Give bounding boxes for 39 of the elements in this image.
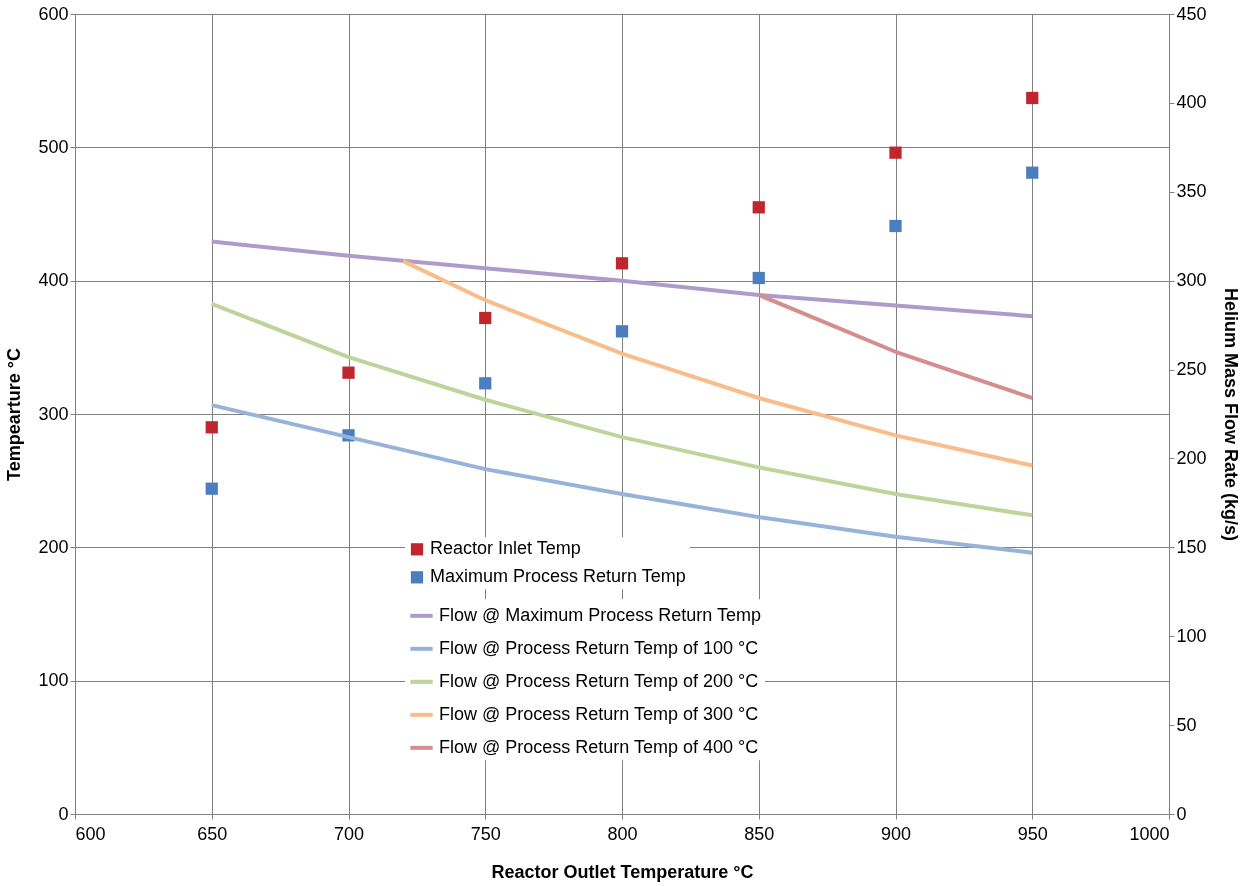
- x-tick-label: 650: [197, 823, 228, 844]
- y-tick-label: 300: [38, 403, 69, 424]
- x-tick-label: 800: [607, 823, 638, 844]
- x-tick-label: 850: [744, 823, 775, 844]
- y-tick-label: 600: [38, 3, 69, 24]
- y-tick-label: 200: [38, 536, 69, 557]
- y-tick-label: 100: [38, 670, 69, 691]
- x-tick-label: 600: [75, 823, 106, 844]
- y2-tick-label: 350: [1176, 181, 1207, 202]
- x-tick-label: 700: [333, 823, 365, 844]
- y2-tick-label: 100: [1176, 625, 1207, 646]
- y-tick-label: 0: [58, 803, 69, 824]
- line-series: [209, 239, 1035, 319]
- y2-tick-label: 150: [1176, 536, 1207, 557]
- line-series: [209, 301, 1035, 518]
- y-axis-title: Tempearture °C: [4, 348, 25, 481]
- y2-tick-label: 450: [1176, 3, 1207, 24]
- x-tick-label: 1000: [1129, 823, 1170, 844]
- line-series: [401, 259, 1035, 468]
- y-tick-label: 400: [38, 270, 69, 291]
- legend-label: Maximum Process Return Temp: [430, 566, 686, 587]
- y2-tick-label: 50: [1176, 714, 1197, 735]
- legend-label: Flow @ Maximum Process Return Temp: [439, 604, 762, 625]
- y-tick-label: 500: [38, 136, 69, 157]
- y2-axis-title: Helium Mass Flow Rate (kg/s): [1220, 287, 1241, 542]
- legend-label: Flow @ Process Return Temp of 400 °C: [439, 736, 759, 757]
- y2-tick-label: 400: [1176, 92, 1207, 113]
- y2-tick-label: 0: [1176, 803, 1187, 824]
- legend-label: Flow @ Process Return Temp of 100 °C: [439, 637, 759, 658]
- x-axis-title: Reactor Outlet Temperature °C: [491, 861, 754, 882]
- x-tick-label: 750: [470, 823, 501, 844]
- legend-label: Flow @ Process Return Temp of 200 °C: [439, 670, 759, 691]
- y2-tick-label: 300: [1176, 270, 1207, 291]
- legend-label: Flow @ Process Return Temp of 300 °C: [439, 703, 759, 724]
- x-tick-label: 900: [880, 823, 912, 844]
- y2-tick-label: 200: [1176, 447, 1207, 468]
- y2-tick-label: 250: [1176, 359, 1207, 380]
- x-tick-label: 950: [1017, 823, 1048, 844]
- legend-label: Reactor Inlet Temp: [430, 538, 581, 559]
